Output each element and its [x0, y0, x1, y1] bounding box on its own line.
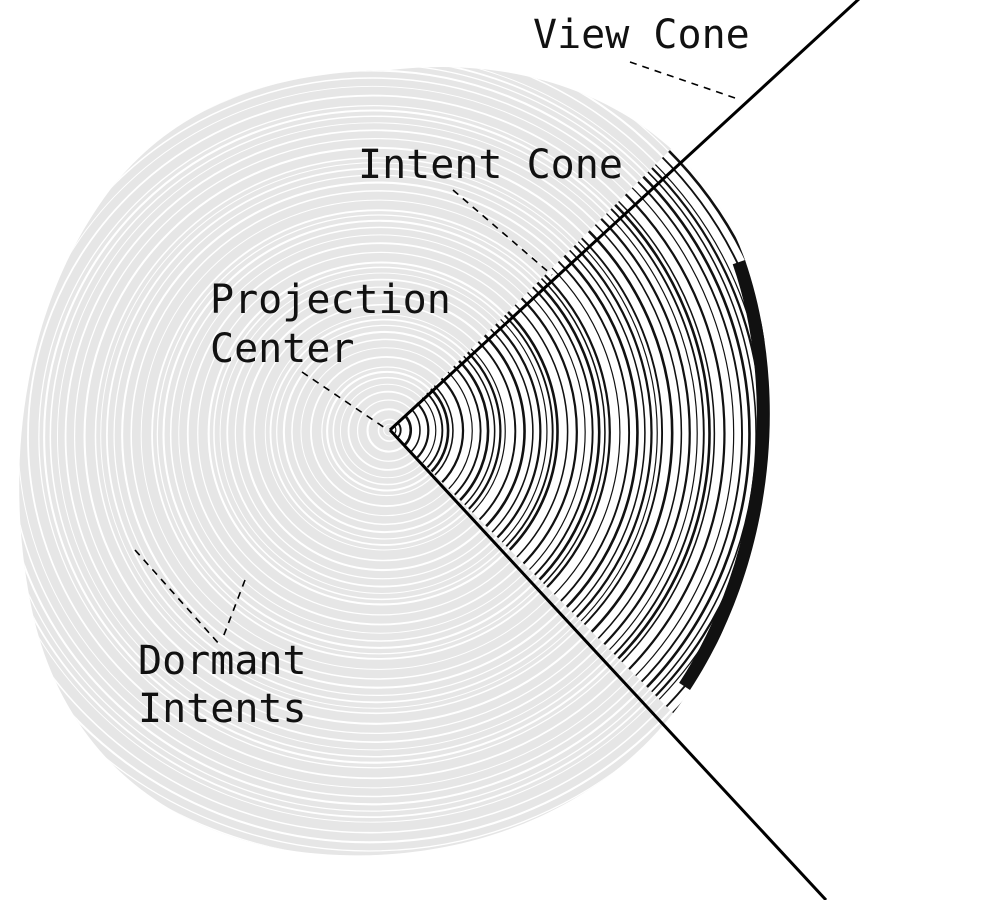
dormant-ring: [19, 66, 770, 852]
intent-cone-ring: [390, 224, 594, 640]
intent-cone-ring: [390, 119, 698, 748]
dormant-ring: [19, 66, 770, 844]
dormant-intents-leader-a: [134, 549, 221, 646]
intent-cone-label: Intent Cone: [358, 142, 623, 188]
intent-cone-ring: [390, 197, 621, 668]
projection-center-leader: [301, 371, 386, 429]
intent-cone-ring: [390, 284, 534, 579]
intent-cone-ring: [390, 329, 490, 533]
intent-cone-ring: [390, 292, 526, 570]
view-cone-lower-line: [388, 428, 828, 900]
intent-cone-ring: [390, 317, 502, 545]
intent-cone-ring: [390, 365, 454, 496]
intent-cone-ring: [390, 418, 402, 442]
intent-cone-ring: [390, 390, 430, 471]
intent-cone-ring: [390, 337, 482, 525]
intent-cone-ring: [390, 217, 601, 648]
intent-cone-ring: [390, 112, 705, 755]
intent-cone-ring: [390, 398, 421, 462]
intent-cone-ring: [390, 232, 586, 632]
intent-cone-ring: [390, 270, 548, 593]
intent-cone-ring: [390, 101, 716, 766]
intent-cone-ring: [390, 240, 578, 624]
intent-cone-ring: [390, 164, 653, 701]
intent-cone-ring: [390, 264, 554, 599]
intent-cone-ring: [390, 187, 631, 678]
intent-cone-ring: [390, 66, 751, 802]
intent-cone-leader: [452, 189, 553, 276]
intent-cone-ring: [390, 178, 639, 687]
intent-cone-ring: [390, 383, 437, 478]
view-cone-leader: [629, 61, 736, 99]
intent-cone-ring: [390, 259, 559, 604]
view-cone-upper-line: [388, 0, 861, 432]
intent-cone-ring: [390, 323, 496, 539]
intent-cone-ring: [390, 423, 397, 437]
dormant-intents-label-line1: Dormant: [138, 638, 307, 684]
intent-cone-ring: [390, 355, 465, 507]
intent-cone-ring: [390, 346, 473, 516]
intent-cone-ring: [390, 276, 542, 587]
intent-cone-ring: [390, 126, 691, 741]
intent-cone-ring: [390, 66, 757, 809]
intent-cone-ring: [390, 90, 726, 776]
intent-cone-ring: [390, 171, 646, 694]
intent-cone-ring: [390, 73, 743, 794]
intent-cone-ring: [390, 82, 735, 785]
intent-cone-ring: [390, 206, 611, 658]
intent-cone-ring: [390, 105, 711, 761]
intent-cone-ring: [390, 312, 506, 550]
intent-cone-ring: [390, 376, 444, 485]
projection-center-label-line2: Center: [210, 326, 355, 372]
intent-cone-ring: [390, 369, 450, 492]
dormant-intents-leader-b: [221, 579, 246, 641]
intent-cone-ring: [390, 407, 413, 453]
intent-cone-ring: [390, 143, 674, 723]
projection-center-label-line1: Projection: [210, 277, 451, 323]
intent-cone-ring: [390, 134, 683, 732]
intent-cone-ring: [390, 159, 658, 707]
view-cone-label: View Cone: [533, 12, 750, 58]
dormant-intents-label-line2: Intents: [138, 686, 307, 732]
intent-cone-ring: [390, 154, 664, 712]
intent-cone-ring: [390, 249, 569, 614]
intent-cone-ring: [390, 302, 517, 561]
intent-cone-ring: [390, 212, 606, 653]
